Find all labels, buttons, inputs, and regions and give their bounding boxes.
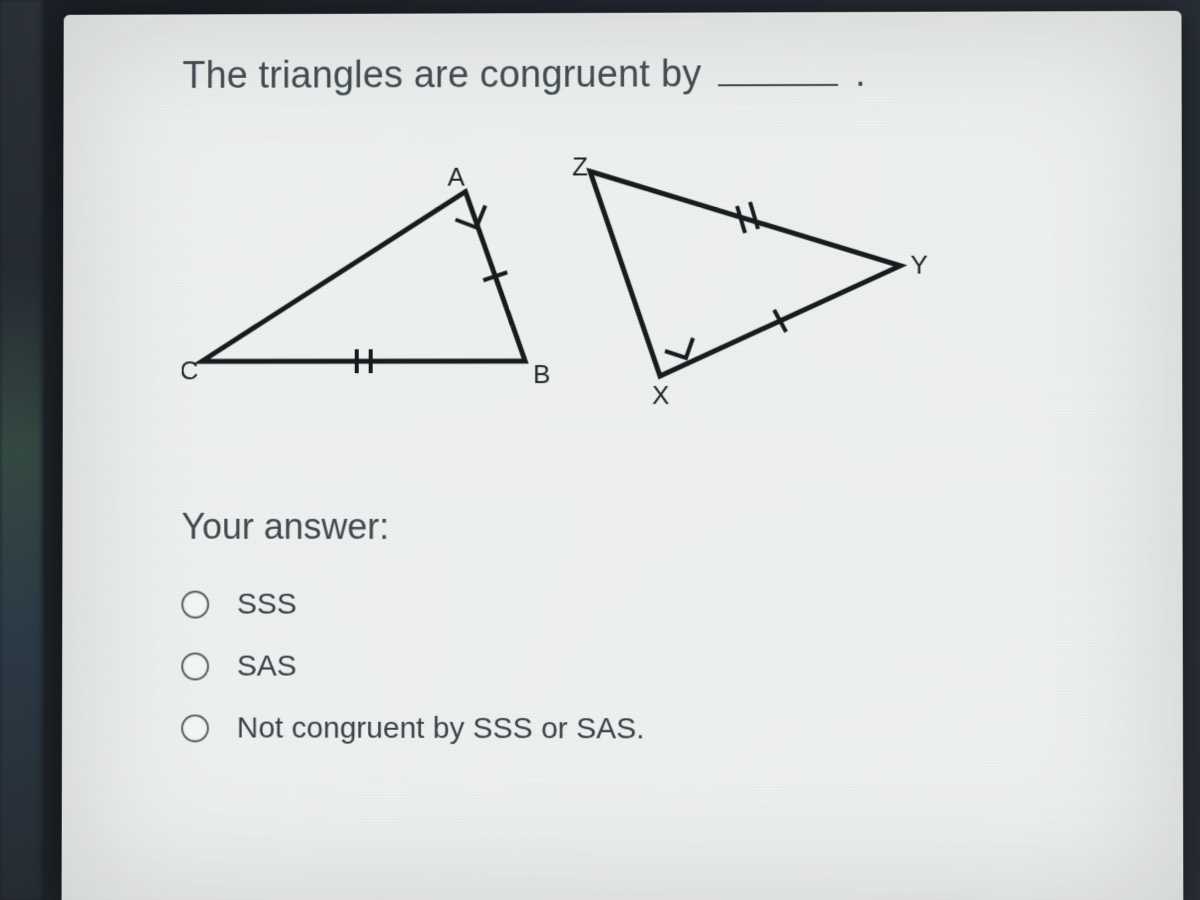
quiz-card: The triangles are congruent by . xyxy=(62,11,1184,900)
right-angle-marker-x xyxy=(665,338,693,358)
question-suffix: . xyxy=(855,53,866,95)
triangle-right-outline xyxy=(590,171,900,376)
vertex-label-x: X xyxy=(652,382,669,410)
triangles-svg: C A B xyxy=(182,156,941,417)
option-not-congruent[interactable]: Not congruent by SSS or SAS. xyxy=(181,712,1122,748)
option-sss[interactable]: SSS xyxy=(181,588,1122,623)
triangle-right: Z Y X xyxy=(572,156,928,410)
photo-frame: The triangles are congruent by . xyxy=(0,0,1200,900)
quiz-content: The triangles are congruent by . xyxy=(181,51,1123,900)
left-edge-blur xyxy=(0,0,42,900)
triangle-left: C A B xyxy=(182,164,551,390)
option-sas[interactable]: SAS xyxy=(181,650,1122,686)
triangle-left-outline xyxy=(202,192,526,362)
radio-icon[interactable] xyxy=(181,653,209,681)
option-label: Not congruent by SSS or SAS. xyxy=(237,712,645,747)
triangles-figure: C A B xyxy=(182,156,941,417)
radio-icon[interactable] xyxy=(181,715,209,743)
vertex-label-b: B xyxy=(533,361,550,389)
vertex-label-z: Z xyxy=(572,156,588,182)
vertex-label-c: C xyxy=(182,358,199,386)
your-answer-label: Your answer: xyxy=(181,506,1122,549)
fill-in-blank xyxy=(718,52,838,87)
answer-options: SSS SAS Not congruent by SSS or SAS. xyxy=(181,588,1122,748)
vertex-label-y: Y xyxy=(910,252,927,280)
question-text: The triangles are congruent by . xyxy=(182,51,1121,98)
vertex-label-a: A xyxy=(448,164,466,192)
option-label: SSS xyxy=(237,588,297,622)
radio-icon[interactable] xyxy=(181,591,209,619)
option-label: SAS xyxy=(237,650,297,684)
question-prefix: The triangles are congruent by xyxy=(182,54,701,97)
